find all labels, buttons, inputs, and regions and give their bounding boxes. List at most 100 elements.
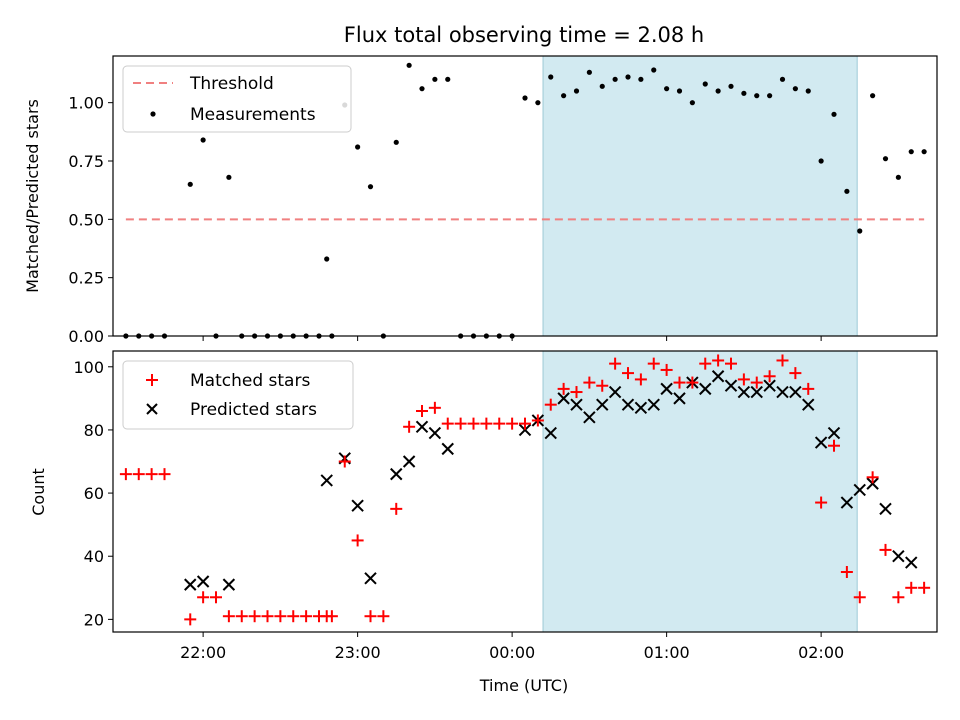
predicted-star-marker <box>814 436 828 449</box>
predicted-star-marker <box>699 382 712 396</box>
matched-star-marker <box>235 610 248 623</box>
measurement-point <box>406 62 412 68</box>
figure-title: Flux total observing time = 2.08 h <box>344 23 704 47</box>
measurement-point <box>882 156 889 162</box>
measurement-point <box>651 67 657 73</box>
matched-star-marker <box>119 468 132 481</box>
matched-star-marker <box>519 417 531 430</box>
bottom-y-tick-label: 80 <box>84 421 104 440</box>
matched-star-marker <box>390 502 403 515</box>
matched-star-marker <box>557 382 570 395</box>
measurement-point <box>831 111 837 117</box>
matched-star-marker <box>428 401 441 414</box>
measurement-point <box>767 93 773 99</box>
bottom-y-axis-label: Count <box>29 468 48 516</box>
measurement-point <box>754 93 760 99</box>
matched-star-marker <box>403 420 416 433</box>
top-y-tick-label: 0.75 <box>68 152 104 171</box>
measurement-point <box>586 69 592 75</box>
matched-star-marker <box>184 613 197 626</box>
measurement-point <box>573 88 580 94</box>
predicted-star-marker <box>351 499 364 512</box>
predicted-star-marker <box>184 578 197 591</box>
matched-star-marker <box>673 376 686 389</box>
measurement-point <box>367 184 374 190</box>
measurement-point <box>805 88 811 94</box>
predicted-star-marker <box>428 426 442 440</box>
bottom-x-tick-label: 23:00 <box>335 643 381 662</box>
predicted-star-marker <box>892 550 905 563</box>
predicted-star-marker <box>866 477 879 490</box>
matched-star-marker <box>609 357 622 370</box>
matched-star-marker <box>544 398 557 411</box>
matched-star-marker <box>789 367 802 380</box>
matched-star-marker <box>325 610 338 623</box>
measurement-point <box>625 74 631 80</box>
measurement-point <box>844 188 850 194</box>
matched-star-marker <box>686 376 699 389</box>
predicted-star-marker <box>596 398 609 411</box>
measurement-point <box>561 93 567 99</box>
top-y-tick-label: 0.00 <box>68 327 104 346</box>
predicted-star-marker <box>905 556 918 569</box>
predicted-star-marker <box>802 398 815 411</box>
matched-star-marker <box>197 591 210 604</box>
matched-star-marker <box>132 468 145 481</box>
predicted-star-marker <box>441 442 454 456</box>
predicted-star-marker <box>711 370 725 383</box>
predicted-star-marker <box>737 385 751 399</box>
predicted-star-marker <box>364 572 377 585</box>
bottom-x-axis-label: Time (UTC) <box>479 676 568 695</box>
measurement-point <box>324 256 330 262</box>
measurement-point <box>355 144 361 150</box>
matched-star-marker <box>416 404 428 417</box>
predicted-star-marker <box>196 575 210 588</box>
predicted-star-marker <box>634 401 648 415</box>
matched-star-marker <box>815 496 828 509</box>
predicted-star-marker <box>750 385 763 399</box>
predicted-star-marker <box>583 411 596 424</box>
matched-star-marker <box>210 591 222 604</box>
matched-star-marker <box>158 468 171 481</box>
predicted-star-marker <box>647 398 660 411</box>
bottom-legend: Matched stars Predicted stars <box>122 360 354 430</box>
measurement-point <box>895 174 901 180</box>
measurement-point <box>741 90 747 96</box>
measurement-point <box>200 137 206 143</box>
matched-star-marker <box>583 376 596 389</box>
measurement-point <box>393 139 399 145</box>
bottom-y-tick-label: 100 <box>73 358 104 377</box>
bottom-x-tick-label: 02:00 <box>798 643 844 662</box>
matched-star-marker <box>918 581 931 594</box>
bottom-y-ticks: 20 40 60 80 100 <box>73 358 113 629</box>
matched-star-marker <box>454 417 467 430</box>
predicted-star-marker <box>390 467 403 481</box>
matched-star-marker <box>776 354 789 367</box>
predicted-star-marker <box>570 398 583 411</box>
matched-star-marker <box>737 373 750 386</box>
measurement-point <box>599 83 605 89</box>
matched-star-marker <box>531 414 544 427</box>
predicted-star-marker <box>827 426 841 440</box>
top-y-tick-label: 0.25 <box>68 269 104 288</box>
top-y-axis-label: Matched/Predicted stars <box>23 99 42 293</box>
measurement-point <box>187 181 193 187</box>
measurement-point <box>638 76 644 82</box>
matched-star-marker <box>145 468 158 481</box>
legend-matched-swatch <box>146 374 158 386</box>
matched-star-marker <box>647 357 660 370</box>
matched-star-marker <box>866 471 879 484</box>
bottom-x-tick-label: 01:00 <box>644 643 690 662</box>
bottom-y-tick-label: 20 <box>84 610 104 629</box>
matched-star-marker <box>248 610 261 623</box>
measurement-point <box>445 76 451 82</box>
measurement-point <box>226 174 232 180</box>
matched-star-marker <box>725 357 737 370</box>
legend-predicted-label: Predicted stars <box>190 400 317 420</box>
predicted-star-marker <box>660 382 673 396</box>
bottom-y-tick-label: 60 <box>84 484 104 503</box>
matched-star-marker <box>750 376 763 389</box>
measurement-point <box>522 95 528 101</box>
legend-matched-label: Matched stars <box>190 371 310 391</box>
predicted-star-marker <box>724 379 738 392</box>
